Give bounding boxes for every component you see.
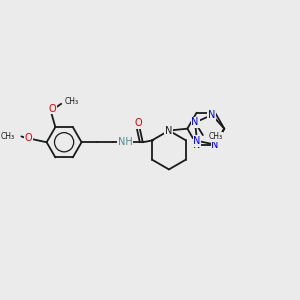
Text: N: N (191, 117, 199, 128)
Text: O: O (49, 104, 56, 114)
Text: O: O (24, 134, 32, 143)
Text: CH₃: CH₃ (1, 132, 15, 141)
Text: CH₃: CH₃ (209, 133, 223, 142)
Text: NH: NH (118, 137, 133, 147)
Text: N: N (212, 140, 219, 150)
Text: CH₃: CH₃ (65, 98, 79, 106)
Text: N: N (208, 110, 216, 120)
Text: N: N (193, 140, 200, 150)
Text: O: O (134, 118, 142, 128)
Text: N: N (165, 126, 172, 136)
Text: N: N (193, 136, 201, 146)
